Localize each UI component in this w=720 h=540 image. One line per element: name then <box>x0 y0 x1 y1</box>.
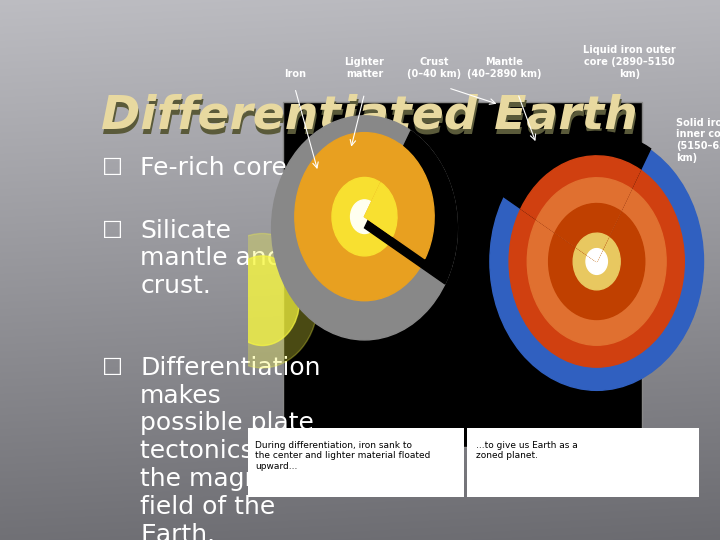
Circle shape <box>207 233 318 368</box>
Circle shape <box>351 200 379 233</box>
Text: Mantle
(40–2890 km): Mantle (40–2890 km) <box>467 57 541 79</box>
Wedge shape <box>536 178 631 261</box>
Text: Iron: Iron <box>284 69 306 79</box>
Circle shape <box>332 178 397 256</box>
Text: During differentiation, iron sank to
the center and lighter material floated
upw: During differentiation, iron sank to the… <box>256 441 431 470</box>
Wedge shape <box>364 131 457 284</box>
Circle shape <box>295 133 434 301</box>
Text: Solid iron
inner core
(5150–6370
km): Solid iron inner core (5150–6370 km) <box>675 118 720 163</box>
Text: Crust
(0–40 km): Crust (0–40 km) <box>407 57 462 79</box>
Text: Lighter
matter: Lighter matter <box>345 57 384 79</box>
Wedge shape <box>503 131 651 261</box>
Wedge shape <box>588 248 602 261</box>
Wedge shape <box>521 156 641 261</box>
FancyBboxPatch shape <box>282 102 642 447</box>
FancyBboxPatch shape <box>246 428 464 501</box>
Circle shape <box>509 156 684 367</box>
Text: Differentiation
makes
possible plate
tectonics and
the magnetic
field of the
Ear: Differentiation makes possible plate tec… <box>140 356 320 540</box>
Circle shape <box>225 256 300 346</box>
Circle shape <box>573 233 620 290</box>
FancyBboxPatch shape <box>467 428 699 501</box>
Text: Differentiated Earth: Differentiated Earth <box>101 94 637 139</box>
Wedge shape <box>555 204 621 261</box>
Wedge shape <box>364 144 434 259</box>
Circle shape <box>527 178 666 345</box>
Text: Liquid iron outer
core (2890–5150
km): Liquid iron outer core (2890–5150 km) <box>582 45 675 79</box>
Circle shape <box>549 204 645 320</box>
Text: ...to give us Earth as a
zoned planet.: ...to give us Earth as a zoned planet. <box>476 441 577 460</box>
Circle shape <box>586 248 608 274</box>
Wedge shape <box>576 233 608 261</box>
Text: □: □ <box>102 356 123 376</box>
Text: □: □ <box>102 156 123 176</box>
Wedge shape <box>364 183 397 237</box>
Text: Fe-rich core.: Fe-rich core. <box>140 156 295 180</box>
Text: □: □ <box>102 219 123 239</box>
Text: Silicate
mantle and
crust.: Silicate mantle and crust. <box>140 219 283 298</box>
Text: Differentiated Earth: Differentiated Earth <box>102 99 639 144</box>
Circle shape <box>271 116 457 340</box>
Circle shape <box>490 133 703 390</box>
